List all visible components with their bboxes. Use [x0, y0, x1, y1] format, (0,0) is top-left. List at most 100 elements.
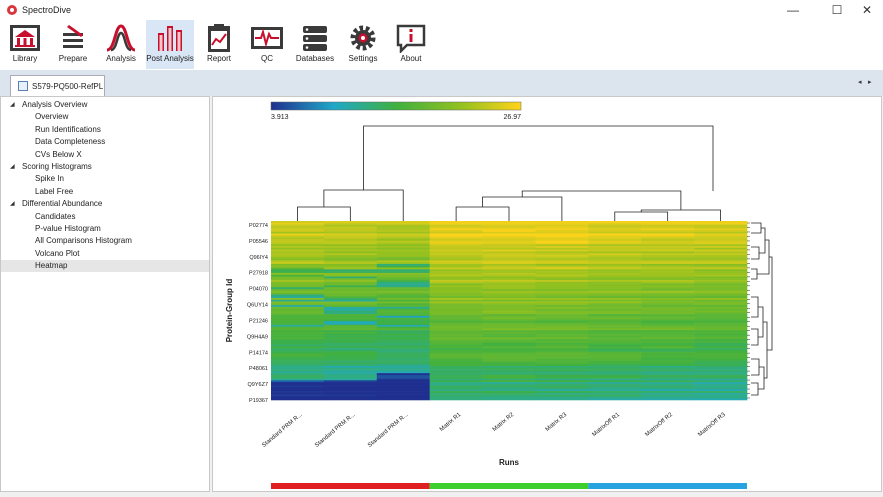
toolbar-qc-button[interactable]: QC	[244, 20, 290, 69]
heatmap-cell	[694, 355, 748, 358]
heatmap-cell	[376, 301, 430, 304]
tree-item-label: P-value Histogram	[35, 224, 101, 233]
row-dendrogram-branch	[751, 296, 759, 318]
heatmap-cell	[641, 249, 695, 252]
heatmap-cell	[376, 276, 430, 279]
collapse-caret-icon[interactable]: ◢	[10, 201, 15, 208]
heatmap-cell	[482, 346, 536, 349]
heatmap-cell	[694, 382, 748, 385]
heatmap-cell	[429, 228, 483, 231]
heatmap-cell	[323, 237, 378, 240]
heatmap-cell	[641, 233, 695, 236]
heatmap-cell	[376, 267, 430, 270]
heatmap-cell	[323, 330, 378, 333]
collapse-caret-icon[interactable]: ◢	[10, 164, 15, 170]
heatmap-cell	[482, 276, 536, 279]
heatmap-cell	[535, 246, 589, 249]
heatmap-cell	[588, 333, 642, 336]
heatmap-cell	[482, 283, 536, 286]
heatmap-cell	[694, 297, 748, 301]
heatmap-cell	[588, 385, 642, 388]
heatmap-cell	[641, 222, 695, 225]
row-label: Q9H4A9	[247, 334, 268, 340]
heatmap-cell	[588, 346, 642, 349]
heatmap-cell	[694, 358, 748, 361]
heatmap-cell	[588, 365, 642, 369]
heatmap-cell	[641, 374, 695, 378]
toolbar-prepare-button[interactable]: Prepare	[50, 20, 96, 69]
heatmap-cell	[482, 292, 536, 295]
heatmap-cell	[641, 306, 695, 310]
toolbar-about-button[interactable]: About	[388, 20, 434, 69]
collapse-caret-icon[interactable]: ◢	[10, 102, 15, 108]
toolbar-report-button[interactable]: Report	[196, 20, 242, 69]
heatmap-cell	[429, 247, 483, 250]
heatmap-cell	[323, 323, 378, 326]
heatmap-cell	[323, 229, 378, 233]
heatmap-cell	[429, 349, 483, 352]
row-label: P48061	[249, 366, 268, 372]
tab-analysis-document[interactable]: S579-PQ500-RefPL	[10, 75, 105, 96]
heatmap-cell	[271, 382, 325, 385]
close-button[interactable]: ✕	[861, 3, 873, 17]
maximize-button[interactable]: ☐	[831, 3, 843, 17]
heatmap-cell	[641, 369, 695, 372]
heatmap-cell	[482, 287, 536, 290]
toolbar-post-analysis-button[interactable]: Post Analysis	[146, 20, 194, 69]
heatmap-cell	[376, 297, 430, 301]
prepare-icon	[63, 25, 83, 48]
heatmap-cell	[535, 335, 589, 338]
heatmap-cell	[535, 294, 589, 297]
heatmap-cell	[429, 342, 483, 345]
heatmap-cell	[482, 391, 536, 394]
heatmap-cell	[271, 260, 325, 263]
toolbar-analysis-button[interactable]: Analysis	[98, 20, 144, 69]
heatmap-cell	[535, 367, 589, 370]
heatmap-cell	[535, 360, 589, 363]
heatmap-cell	[271, 272, 325, 275]
heatmap-cell	[694, 292, 748, 295]
heatmap-cell	[376, 222, 430, 225]
heatmap-cell	[323, 380, 378, 383]
heatmap-cell	[588, 294, 642, 297]
heatmap-cell	[429, 281, 483, 284]
heatmap-cell	[535, 292, 589, 295]
tree-item-heatmap[interactable]: Heatmap	[1, 260, 209, 273]
column-dendrogram-branch	[297, 206, 351, 221]
toolbar-databases-button[interactable]: Databases	[292, 20, 338, 69]
heatmap-cell	[271, 351, 325, 354]
heatmap-cell	[429, 226, 483, 229]
heatmap-cell	[588, 358, 642, 361]
tab-scroll-right-icon[interactable]: ▸	[868, 79, 872, 86]
heatmap-cell	[271, 251, 325, 254]
minimize-button[interactable]: —	[787, 3, 799, 17]
tree-item-label: All Comparisons Histogram	[35, 236, 132, 246]
heatmap-cell	[271, 253, 325, 256]
toolbar-settings-button[interactable]: Settings	[340, 20, 386, 69]
heatmap-cell	[271, 242, 325, 245]
heatmap-cell	[482, 255, 536, 258]
tab-scroll-left-icon[interactable]: ◂	[858, 79, 862, 86]
heatmap-cell	[323, 240, 378, 243]
heatmap-cell	[641, 269, 695, 272]
heatmap-cell	[482, 319, 536, 322]
heatmap-cell	[271, 271, 325, 274]
heatmap-cell	[271, 314, 325, 317]
heatmap-cell	[376, 296, 430, 299]
heatmap-cell	[323, 221, 378, 224]
heatmap-cell	[482, 228, 536, 231]
heatmap-cell	[641, 263, 695, 267]
heatmap-cell	[323, 340, 378, 344]
row-dendrogram-branch	[759, 227, 766, 254]
heatmap-cell	[376, 337, 430, 340]
heatmap-cell	[535, 317, 589, 320]
heatmap-cell	[641, 351, 695, 354]
heatmap-cell	[429, 348, 483, 351]
heatmap-cell	[376, 229, 430, 233]
heatmap-cell	[271, 315, 325, 318]
heatmap-cell	[271, 331, 325, 335]
heatmap-cell	[482, 323, 536, 326]
toolbar-library-button[interactable]: Library	[2, 20, 48, 69]
heatmap-cell	[323, 255, 378, 258]
heatmap-cell	[588, 324, 642, 327]
